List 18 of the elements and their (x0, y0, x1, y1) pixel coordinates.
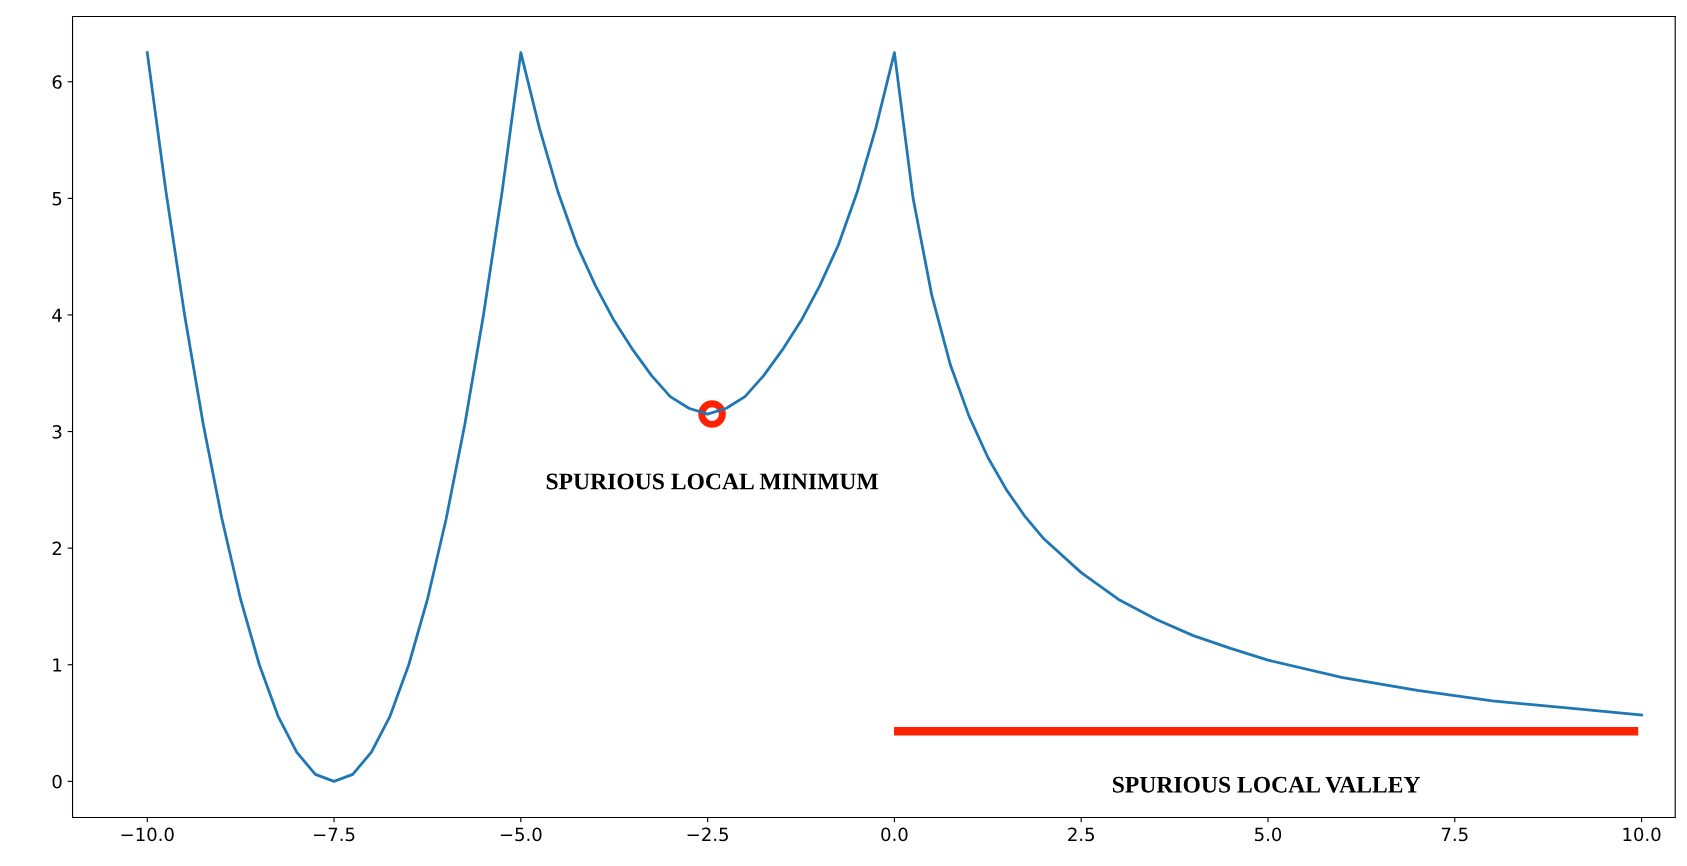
y-tick-label: 1 (53, 658, 62, 672)
y-tick-label: 4 (52, 308, 62, 322)
y-tick-label: 6 (52, 75, 62, 89)
x-tick-label: 2.5 (1068, 827, 1094, 842)
x-tick-label: −7.5 (314, 827, 355, 842)
y-tick-label: 5 (52, 192, 62, 206)
x-tick-label: 7.5 (1441, 827, 1468, 842)
x-tick-label: −5.0 (500, 827, 542, 842)
y-tick-label: 3 (52, 425, 62, 439)
x-tick-label: 10.0 (1623, 827, 1661, 842)
x-tick-label: 5.0 (1255, 827, 1282, 842)
annotation: SPURIOUS LOCAL VALLEY (1112, 776, 1421, 793)
x-tick-label: 0.0 (881, 827, 908, 842)
x-tick-label: −2.5 (687, 827, 728, 842)
y-tick-label: 2 (52, 541, 62, 556)
x-tick-label: −10.0 (121, 827, 174, 842)
y-tick-label: 0 (52, 774, 62, 789)
annotation: SPURIOUS LOCAL MINIMUM (546, 473, 879, 490)
